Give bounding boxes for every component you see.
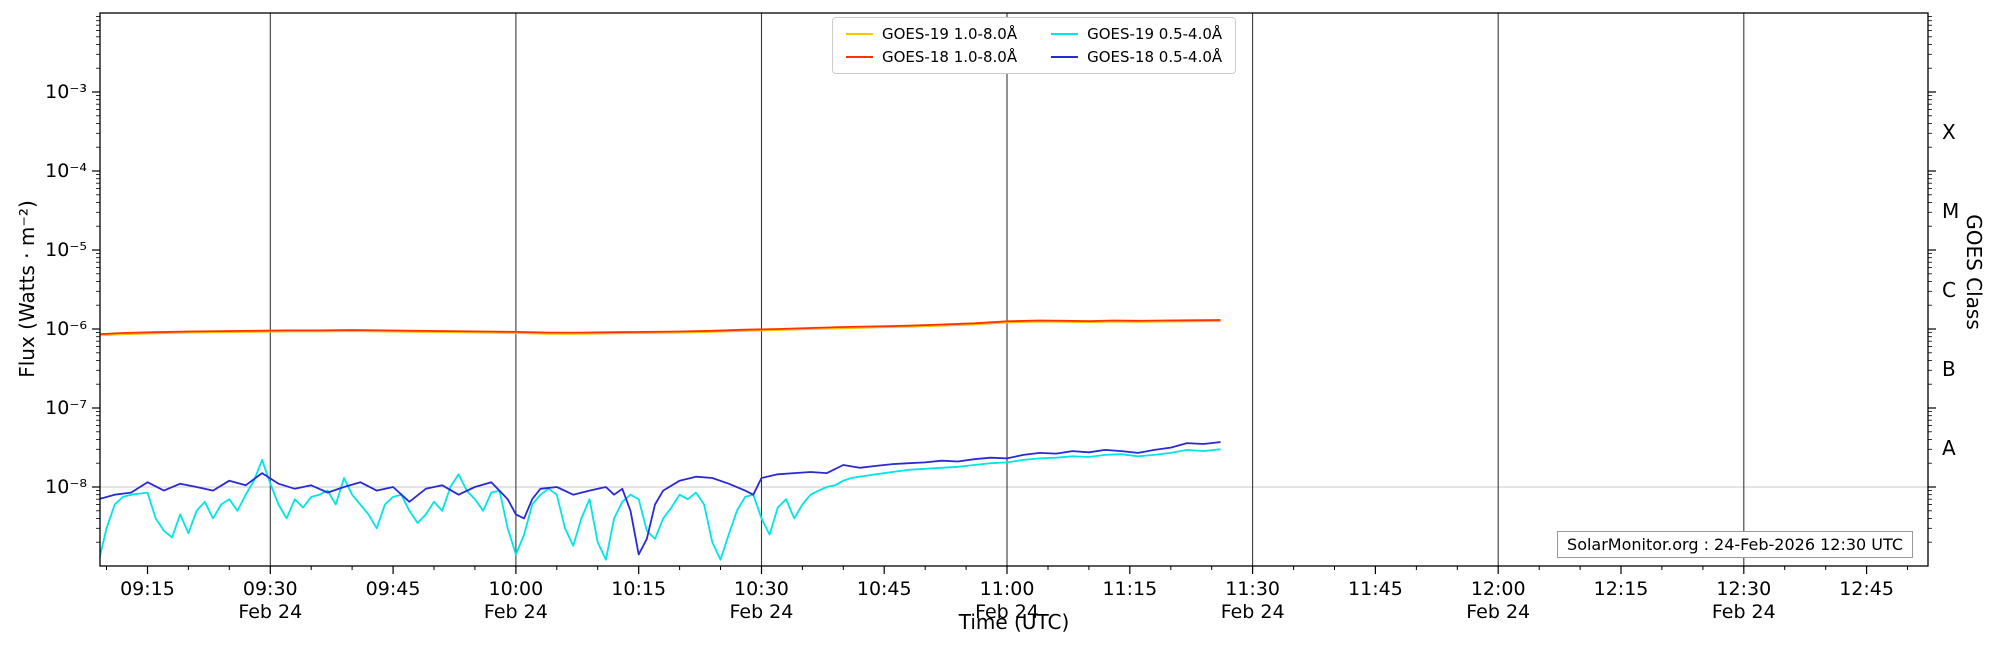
legend: GOES-19 1.0-8.0Å GOES-18 1.0-8.0Å GOES-1…: [832, 17, 1237, 74]
goes-class-axis-label: GOES Class: [1962, 214, 1986, 330]
legend-label-goes18-short: GOES-18 0.5-4.0Å: [1087, 48, 1223, 66]
legend-label-goes19-long: GOES-19 1.0-8.0Å: [882, 25, 1018, 43]
legend-label-goes18-long: GOES-18 1.0-8.0Å: [882, 48, 1018, 66]
series-line-1: [100, 319, 1221, 336]
legend-entry-goes18-short: GOES-18 0.5-4.0Å: [1051, 48, 1222, 66]
legend-entry-goes19-long: GOES-19 1.0-8.0Å: [846, 25, 1017, 43]
series-line-2: [100, 448, 1221, 561]
legend-entry-goes19-short: GOES-19 0.5-4.0Å: [1051, 25, 1222, 43]
solarmonitor-watermark: SolarMonitor.org : 24-Feb-2026 12:30 UTC: [1557, 531, 1913, 558]
plot-frame: [99, 12, 1929, 567]
legend-label-goes19-short: GOES-19 0.5-4.0Å: [1087, 25, 1223, 43]
y-axis-label: Flux (Watts · m⁻²): [15, 200, 39, 378]
series-line-3: [100, 441, 1221, 556]
series-group: [100, 319, 1221, 561]
goes18-long-line-swatch: [846, 55, 873, 59]
legend-entry-goes18-long: GOES-18 1.0-8.0Å: [846, 48, 1017, 66]
goes19-short-line-swatch: [1051, 32, 1079, 36]
series-line-0: [100, 320, 1221, 337]
goes18-short-line-swatch: [1051, 55, 1079, 59]
x-axis-label: Time (UTC): [958, 610, 1070, 634]
goes19-long-line-swatch: [846, 32, 873, 36]
